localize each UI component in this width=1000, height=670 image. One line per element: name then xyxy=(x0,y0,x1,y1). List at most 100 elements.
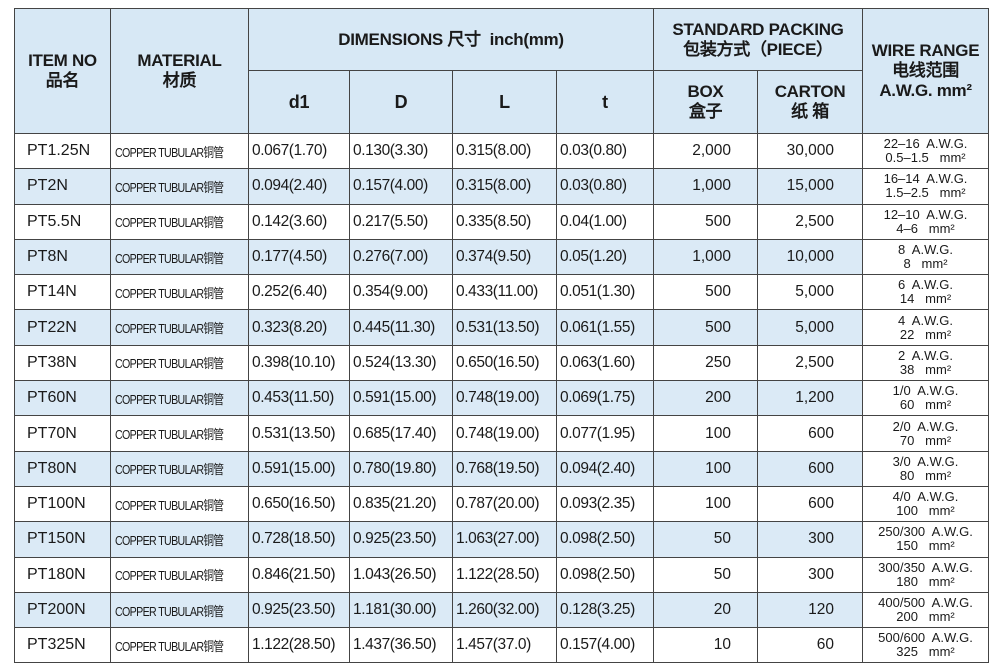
dim-t: 0.03(0.80) xyxy=(555,168,655,205)
carton-qty: 600 xyxy=(757,485,864,523)
dim-L: 0.374(9.50) xyxy=(452,238,557,276)
table-row: PT325N COPPER TUBULAR铜管 1.122(28.50) 1.437(… xyxy=(14,627,990,664)
dim-L: 1.063(27.00) xyxy=(452,521,557,558)
wire-range: 6 A.W.G. 14 mm² xyxy=(862,274,990,311)
dim-L: 0.768(19.50) xyxy=(452,450,557,487)
dim-t: 0.098(2.50) xyxy=(555,521,655,558)
material: COPPER TUBULAR铜管 xyxy=(110,415,249,452)
carton-qty: 30,000 xyxy=(757,132,864,170)
carton-qty: 1,200 xyxy=(757,380,864,417)
table-row: PT2N COPPER TUBULAR铜管 0.094(2.40) 0.157(4.0… xyxy=(14,168,990,205)
dim-d1: 0.925(23.50) xyxy=(248,591,350,629)
dim-D: 0.276(7.00) xyxy=(349,238,453,276)
item-no: PT150N xyxy=(14,521,111,558)
dim-L: 0.315(8.00) xyxy=(452,132,557,170)
spec-table: ITEM NO 品名 MATERIAL 材质 DIMENSIONS 尺寸 inch(… xyxy=(14,8,990,664)
carton-qty: 600 xyxy=(757,415,864,452)
item-no: PT70N xyxy=(14,415,111,452)
wire-range: 8 A.W.G. 8 mm² xyxy=(862,238,990,276)
dim-L: 0.748(19.00) xyxy=(452,380,557,417)
material: COPPER TUBULAR铜管 xyxy=(110,556,249,593)
dim-t: 0.093(2.35) xyxy=(555,485,655,523)
item-no: PT100N xyxy=(14,485,111,523)
table-row: PT8N COPPER TUBULAR铜管 0.177(4.50) 0.276(7.0… xyxy=(14,238,990,276)
dim-d1: 1.122(28.50) xyxy=(248,627,350,664)
dim-D: 0.445(11.30) xyxy=(349,309,453,346)
header-box: BOX 盒子 xyxy=(653,70,759,134)
dim-D: 1.043(26.50) xyxy=(349,556,453,593)
box-qty: 10 xyxy=(653,627,759,664)
table-row: PT180N COPPER TUBULAR铜管 0.846(21.50) 1.043(… xyxy=(14,556,990,593)
item-no: PT38N xyxy=(14,344,111,382)
header-packing: STANDARD PACKING 包装方式（PIECE） xyxy=(653,8,864,71)
dim-t: 0.051(1.30) xyxy=(555,274,655,311)
wire-range: 250/300 A.W.G. 150 mm² xyxy=(862,521,990,558)
wire-range: 300/350 A.W.G. 180 mm² xyxy=(862,556,990,593)
header-D: D xyxy=(349,70,453,134)
header-t: t xyxy=(555,70,655,134)
material: COPPER TUBULAR铜管 xyxy=(110,380,249,417)
wire-range: 500/600 A.W.G. 325 mm² xyxy=(862,627,990,664)
dim-d1: 0.142(3.60) xyxy=(248,203,350,240)
carton-qty: 600 xyxy=(757,450,864,487)
table-row: PT1.25N COPPER TUBULAR铜管 0.067(1.70) 0.130(… xyxy=(14,132,990,170)
item-no: PT8N xyxy=(14,238,111,276)
carton-qty: 5,000 xyxy=(757,274,864,311)
dim-t: 0.063(1.60) xyxy=(555,344,655,382)
header-item-no: ITEM NO 品名 xyxy=(14,8,111,134)
dim-D: 0.354(9.00) xyxy=(349,274,453,311)
carton-qty: 60 xyxy=(757,627,864,664)
wire-range: 22–16 A.W.G. 0.5–1.5 mm² xyxy=(862,132,990,170)
dim-L: 0.531(13.50) xyxy=(452,309,557,346)
material: COPPER TUBULAR铜管 xyxy=(110,344,249,382)
wire-range: 16–14 A.W.G. 1.5–2.5 mm² xyxy=(862,168,990,205)
table-row: PT22N COPPER TUBULAR铜管 0.323(8.20) 0.445(11… xyxy=(14,309,990,346)
box-qty: 50 xyxy=(653,521,759,558)
table-row: PT70N COPPER TUBULAR铜管 0.531(13.50) 0.685(1… xyxy=(14,415,990,452)
item-no: PT60N xyxy=(14,380,111,417)
dim-D: 0.925(23.50) xyxy=(349,521,453,558)
header-dimensions: DIMENSIONS 尺寸 inch(mm) xyxy=(247,8,655,71)
box-qty: 250 xyxy=(653,344,759,382)
header-carton: CARTON 纸 箱 xyxy=(757,70,864,134)
dim-D: 0.835(21.20) xyxy=(349,485,453,523)
table-row: PT150N COPPER TUBULAR铜管 0.728(18.50) 0.925(… xyxy=(14,521,990,558)
box-qty: 200 xyxy=(653,380,759,417)
dim-d1: 0.067(1.70) xyxy=(248,132,350,170)
box-qty: 100 xyxy=(653,485,759,523)
item-no: PT200N xyxy=(14,591,111,629)
wire-range: 4 A.W.G. 22 mm² xyxy=(862,309,990,346)
table-row: PT5.5N COPPER TUBULAR铜管 0.142(3.60) 0.217(5… xyxy=(14,203,990,240)
material: COPPER TUBULAR铜管 xyxy=(110,274,249,311)
item-no: PT325N xyxy=(14,627,111,664)
carton-qty: 2,500 xyxy=(757,344,864,382)
carton-qty: 120 xyxy=(757,591,864,629)
dim-d1: 0.650(16.50) xyxy=(248,485,350,523)
dim-L: 0.787(20.00) xyxy=(452,485,557,523)
item-no: PT180N xyxy=(14,556,111,593)
material: COPPER TUBULAR铜管 xyxy=(110,238,249,276)
material: COPPER TUBULAR铜管 xyxy=(110,591,249,629)
wire-range: 3/0 A.W.G. 80 mm² xyxy=(862,450,990,487)
wire-range: 2 A.W.G. 38 mm² xyxy=(862,344,990,382)
table-row: PT100N COPPER TUBULAR铜管 0.650(16.50) 0.835(… xyxy=(14,485,990,523)
dim-D: 0.685(17.40) xyxy=(349,415,453,452)
dim-L: 0.315(8.00) xyxy=(452,168,557,205)
dim-t: 0.069(1.75) xyxy=(555,380,655,417)
wire-range: 400/500 A.W.G. 200 mm² xyxy=(862,591,990,629)
carton-qty: 10,000 xyxy=(757,238,864,276)
box-qty: 500 xyxy=(653,274,759,311)
material: COPPER TUBULAR铜管 xyxy=(110,168,249,205)
dim-L: 0.433(11.00) xyxy=(452,274,557,311)
dim-t: 0.05(1.20) xyxy=(555,238,655,276)
box-qty: 500 xyxy=(653,309,759,346)
wire-range: 1/0 A.W.G. 60 mm² xyxy=(862,380,990,417)
dim-L: 0.650(16.50) xyxy=(452,344,557,382)
wire-range: 12–10 A.W.G. 4–6 mm² xyxy=(862,203,990,240)
box-qty: 1,000 xyxy=(653,238,759,276)
dim-D: 0.780(19.80) xyxy=(349,450,453,487)
header-L: L xyxy=(452,70,557,134)
carton-qty: 300 xyxy=(757,521,864,558)
dim-t: 0.128(3.25) xyxy=(555,591,655,629)
dim-t: 0.098(2.50) xyxy=(555,556,655,593)
